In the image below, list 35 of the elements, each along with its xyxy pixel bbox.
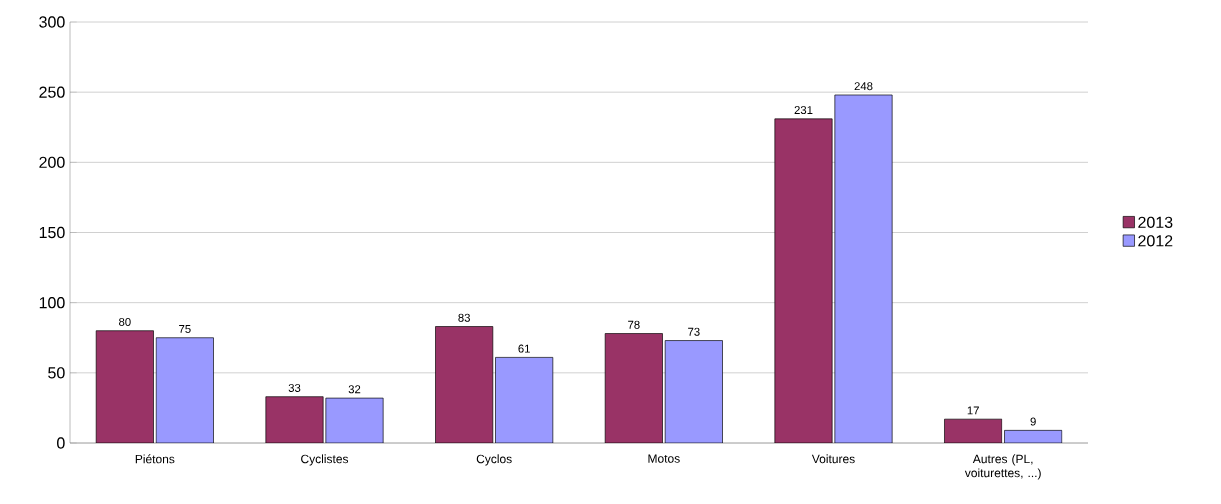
bar	[435, 326, 494, 443]
data-label: 32	[348, 385, 361, 394]
data-label: 33	[288, 383, 301, 392]
data-label: 78	[628, 320, 640, 329]
data-label: 73	[688, 327, 700, 336]
legend-label: 2012	[1138, 235, 1173, 247]
y-tick-label: 250	[39, 86, 65, 98]
bar	[944, 418, 1003, 443]
y-tick-label: 200	[39, 156, 65, 168]
bar	[95, 330, 154, 443]
data-label: 83	[458, 313, 470, 322]
y-tick-label: 50	[48, 367, 65, 379]
data-label: 80	[119, 317, 131, 326]
bar	[664, 340, 723, 443]
x-tick-label: Cyclos	[476, 454, 512, 466]
bar	[1004, 430, 1063, 443]
bar	[155, 337, 214, 443]
x-tick-label: Cyclistes	[301, 454, 349, 466]
data-label: 17	[967, 406, 979, 415]
y-tick-label: 100	[39, 297, 65, 309]
x-tick-label: Voitures	[811, 454, 855, 464]
y-tick-label: 0	[57, 437, 65, 449]
x-tick-label: Motos	[648, 454, 680, 463]
bar	[495, 357, 554, 443]
data-label: 9	[1030, 417, 1036, 426]
data-label: 248	[854, 82, 873, 91]
legend-label: 2013	[1138, 216, 1173, 228]
bar	[604, 333, 663, 443]
x-tick-label: Autres (PL, voiturettes, ...)	[964, 454, 1041, 480]
y-tick-label: 300	[39, 16, 65, 28]
y-tick-label: 150	[39, 226, 65, 239]
data-label: 231	[794, 106, 813, 115]
x-tick-label: Piétons	[135, 454, 175, 464]
data-label: 75	[179, 325, 191, 333]
data-label: 61	[518, 344, 530, 353]
